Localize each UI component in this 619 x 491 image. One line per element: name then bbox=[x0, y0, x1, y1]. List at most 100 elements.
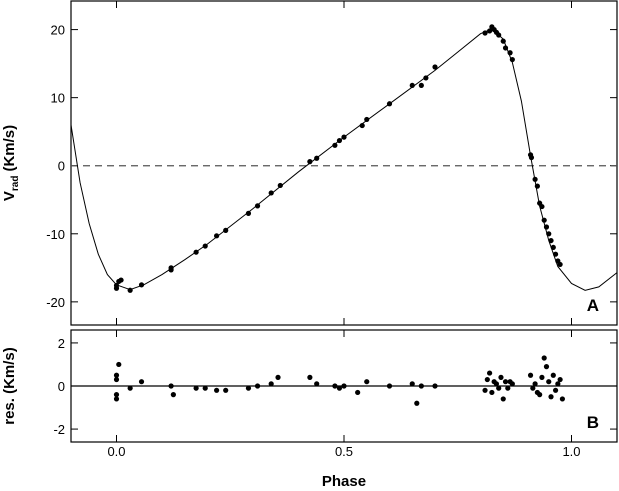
data-point bbox=[332, 142, 338, 148]
data-point bbox=[509, 56, 515, 63]
data-point bbox=[559, 396, 566, 402]
data-point bbox=[557, 376, 563, 383]
data-point bbox=[170, 392, 176, 398]
data-point bbox=[532, 381, 538, 387]
data-point bbox=[223, 227, 229, 233]
data-point bbox=[502, 45, 509, 51]
data-point bbox=[359, 122, 365, 129]
data-point bbox=[245, 385, 252, 391]
data-point bbox=[202, 385, 208, 391]
data-point bbox=[254, 383, 261, 389]
data-point bbox=[498, 374, 504, 380]
data-point bbox=[314, 155, 320, 161]
x-tick-label: 0.0 bbox=[107, 444, 125, 459]
data-point bbox=[539, 203, 545, 210]
data-point bbox=[127, 385, 133, 391]
model-curve bbox=[70, 28, 618, 291]
data-point bbox=[193, 249, 199, 255]
data-point bbox=[168, 267, 174, 273]
data-point bbox=[548, 237, 554, 244]
data-point bbox=[530, 385, 536, 391]
y-tick-label: 10 bbox=[51, 91, 65, 106]
data-point bbox=[314, 381, 320, 387]
data-point bbox=[502, 379, 509, 385]
data-point bbox=[193, 385, 199, 391]
data-point bbox=[409, 381, 415, 387]
data-point bbox=[500, 38, 506, 44]
data-point bbox=[113, 376, 120, 383]
data-point bbox=[214, 387, 220, 393]
data-point bbox=[500, 396, 506, 402]
data-point bbox=[552, 387, 559, 393]
data-point bbox=[332, 383, 338, 389]
data-point bbox=[418, 383, 424, 389]
data-point bbox=[489, 389, 495, 396]
data-point bbox=[336, 385, 343, 391]
data-point bbox=[509, 381, 515, 387]
data-point bbox=[386, 101, 393, 107]
data-point bbox=[557, 261, 563, 268]
data-point bbox=[138, 379, 145, 385]
y-label-main: V bbox=[1, 191, 18, 201]
y-tick-label: -2 bbox=[53, 422, 65, 437]
data-point bbox=[364, 379, 370, 385]
data-point bbox=[268, 381, 274, 387]
data-point bbox=[543, 364, 550, 370]
data-point bbox=[507, 50, 513, 56]
data-point bbox=[409, 82, 415, 89]
data-point bbox=[414, 400, 420, 406]
data-point bbox=[113, 285, 120, 291]
panel-label: A bbox=[587, 296, 599, 315]
x-tick-label: 1.0 bbox=[562, 444, 580, 459]
data-point bbox=[541, 217, 547, 223]
data-point bbox=[307, 159, 313, 165]
data-point bbox=[482, 30, 488, 36]
data-point bbox=[341, 383, 347, 389]
data-point bbox=[113, 392, 120, 398]
data-point bbox=[432, 64, 438, 70]
data-point bbox=[541, 355, 547, 361]
data-point bbox=[223, 387, 229, 393]
data-point bbox=[341, 134, 347, 140]
data-point bbox=[113, 372, 120, 378]
data-point bbox=[423, 75, 429, 81]
data-point bbox=[484, 376, 490, 383]
data-point bbox=[482, 387, 488, 393]
data-point bbox=[546, 231, 552, 237]
y-label-sub: rad bbox=[10, 176, 21, 192]
data-point bbox=[202, 243, 208, 249]
data-point bbox=[534, 183, 540, 189]
data-point bbox=[254, 203, 261, 209]
x-axis-label: Phase bbox=[322, 473, 366, 490]
data-point bbox=[418, 82, 424, 89]
data-point bbox=[528, 154, 535, 161]
data-point bbox=[546, 379, 552, 385]
data-point bbox=[548, 394, 554, 400]
plot-frame bbox=[70, 0, 618, 326]
data-point bbox=[532, 176, 538, 182]
data-point bbox=[116, 361, 122, 368]
data-point bbox=[386, 383, 393, 389]
data-point bbox=[496, 385, 502, 391]
data-point bbox=[432, 383, 438, 389]
y-label-unit: (Km/s) bbox=[1, 125, 18, 172]
y-tick-label: 2 bbox=[58, 336, 65, 351]
data-point bbox=[277, 182, 283, 189]
data-point bbox=[527, 372, 534, 378]
y-tick-label: 0 bbox=[58, 379, 65, 394]
x-tick-label: 0.5 bbox=[335, 444, 353, 459]
data-point bbox=[336, 137, 343, 144]
data-point bbox=[118, 277, 124, 283]
y-tick-label: -20 bbox=[46, 295, 65, 310]
data-point bbox=[268, 190, 274, 196]
data-point bbox=[275, 374, 281, 380]
data-point bbox=[537, 392, 543, 398]
data-point bbox=[245, 210, 252, 216]
data-point bbox=[355, 389, 361, 396]
data-point bbox=[552, 251, 559, 257]
data-point bbox=[539, 374, 545, 380]
panel-label: B bbox=[587, 413, 599, 432]
data-point bbox=[214, 233, 220, 239]
data-point bbox=[493, 381, 500, 387]
